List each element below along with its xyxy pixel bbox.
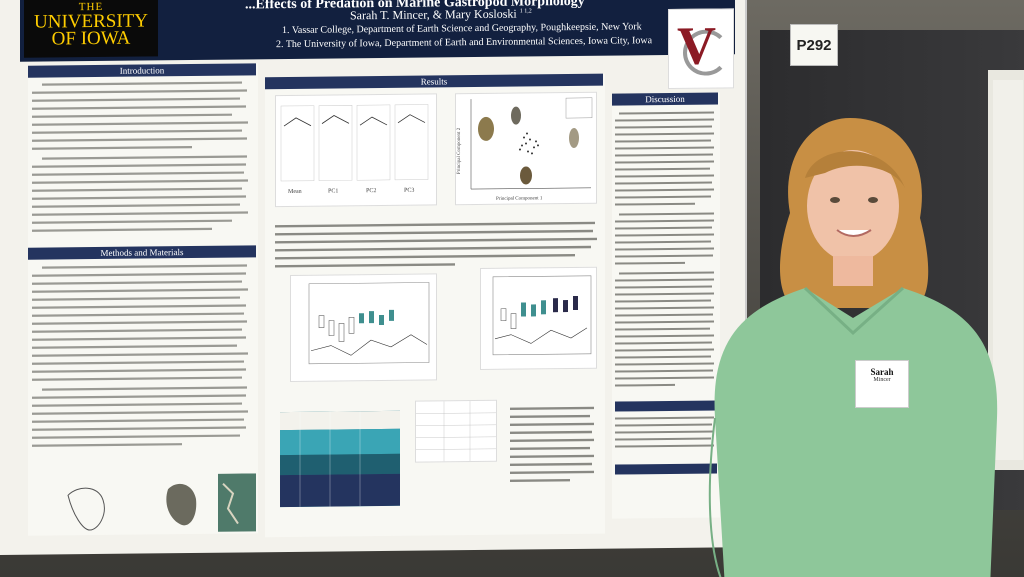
- badge-name: Sarah: [870, 367, 894, 377]
- label-pc1: PC1: [328, 188, 338, 194]
- pca-scatter-figure: Principal Component 1 Principal Componen…: [455, 91, 597, 206]
- pca-scatter-plot: Principal Component 1 Principal Componen…: [457, 97, 593, 202]
- affiliation-2: 2. The University of Iowa, Department of…: [276, 35, 653, 51]
- boxplot-figure-left: [290, 273, 437, 382]
- presenter-right-eye: [868, 197, 878, 203]
- presenter-smile: [836, 229, 872, 237]
- label-pc2: PC2: [366, 188, 376, 194]
- affiliation-1: 1. Vassar College, Department of Earth S…: [282, 21, 642, 37]
- presenter-person: [708, 118, 998, 577]
- name-badge: Sarah Mincer: [855, 360, 909, 408]
- poster-middle-column: Results Mean PC1 PC2 PC3: [265, 73, 605, 538]
- methods-figures: [67, 473, 256, 532]
- poster-right-column: Discussion: [612, 92, 720, 519]
- label-pc3: PC3: [404, 188, 414, 194]
- introduction-text: [32, 78, 254, 240]
- shape-deformation-figure: Mean PC1 PC2 PC3: [275, 93, 437, 208]
- boxplot-left: [308, 282, 430, 365]
- presenter-left-eye: [830, 197, 840, 203]
- board-number-tag: P292: [790, 24, 838, 66]
- discussion-text: [615, 108, 717, 509]
- results-table: [280, 410, 400, 508]
- introduction-heading: Introduction: [28, 63, 256, 78]
- author-names: Sarah T. Mincer, & Mary Kosloski: [350, 6, 517, 23]
- presenter-neck: [833, 256, 873, 286]
- presenter-fringe: [805, 151, 905, 188]
- sweater-neckline: [803, 286, 905, 336]
- results-table-grid: [280, 410, 400, 508]
- introduction-text-lines: [32, 81, 248, 232]
- pca-y-axis-label: Principal Component 2: [457, 127, 462, 174]
- methods-text: [32, 261, 254, 463]
- shape-deformation-grids: Mean PC1 PC2 PC3: [280, 104, 429, 195]
- label-mean: Mean: [288, 189, 302, 195]
- poster-header: THE UNIVERSITY OF IOWA ...Effects of Pre…: [20, 0, 735, 62]
- presenter-face: [807, 150, 899, 262]
- vassar-logo: V: [668, 8, 734, 90]
- boxplot-figure-right: [480, 266, 597, 370]
- pca-x-axis-label: Principal Component 1: [496, 196, 543, 201]
- badge-surname: Mincer: [873, 377, 891, 383]
- discussion-text-lines: [615, 111, 717, 475]
- results-heading: Results: [265, 73, 603, 90]
- author-superscripts: 1 1,2: [519, 8, 532, 15]
- university-of-iowa-logo: THE UNIVERSITY OF IOWA: [24, 0, 158, 58]
- sweater-left-arm: [708, 417, 722, 577]
- results-side-text: [510, 404, 598, 505]
- results-text: [275, 219, 600, 272]
- stats-table-grid: [416, 401, 496, 462]
- methods-heading: Methods and Materials: [28, 245, 256, 260]
- research-poster: THE UNIVERSITY OF IOWA ...Effects of Pre…: [0, 0, 747, 556]
- stats-table: [415, 399, 497, 463]
- results-side-text-lines: [510, 406, 594, 483]
- board-number: P292: [796, 36, 832, 54]
- discussion-heading: Discussion: [612, 92, 718, 106]
- poster-left-column: Introduction: [28, 63, 258, 536]
- results-text-lines: [275, 221, 597, 268]
- presenter-sweater: [714, 288, 998, 577]
- boxplot-right: [492, 275, 592, 356]
- neighbor-poster: [993, 80, 1023, 460]
- vassar-logo-v: V: [677, 15, 716, 76]
- poster-authors: Sarah T. Mincer, & Mary Kosloski 1 1,2: [350, 6, 532, 23]
- methods-text-lines: [32, 264, 248, 447]
